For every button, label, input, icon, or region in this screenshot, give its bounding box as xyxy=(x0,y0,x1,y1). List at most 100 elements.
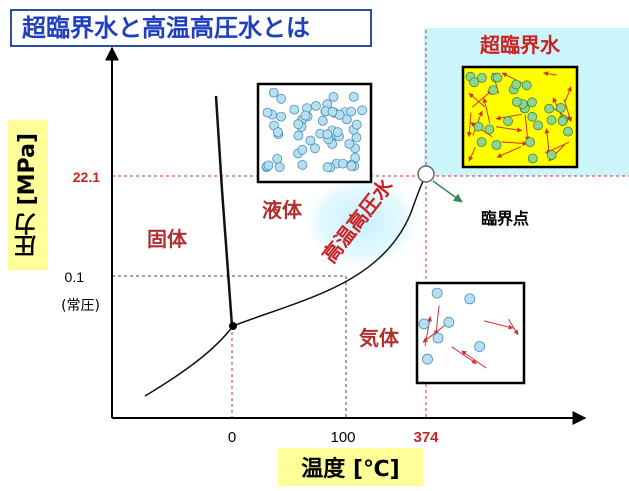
critical-point-arrow xyxy=(432,180,463,203)
liquid-molecule xyxy=(300,110,311,121)
gas-motion-arrow xyxy=(433,305,440,336)
liquid-molecule xyxy=(346,106,357,117)
supercritical-molecule xyxy=(544,103,554,114)
supercritical-motion-arrow xyxy=(466,112,472,138)
supercritical-molecule xyxy=(546,150,557,160)
supercritical-motion-arrow xyxy=(495,126,523,133)
liquid-molecule xyxy=(332,127,343,138)
gas-molecule xyxy=(464,293,476,305)
supercritical-molecule xyxy=(527,153,538,164)
vaporization-curve xyxy=(232,175,427,327)
supercritical-motion-arrow xyxy=(468,92,486,108)
supercritical-molecule xyxy=(557,116,568,127)
supercritical-molecule xyxy=(476,137,487,148)
liquid-molecule xyxy=(272,153,283,164)
liquid-molecule xyxy=(341,114,352,125)
gas-molecule xyxy=(418,318,430,330)
supercritical-molecule xyxy=(527,97,537,108)
liquid-label: 液体 xyxy=(262,198,303,222)
title-text: 超臨界水と高温高圧水とは xyxy=(22,14,310,42)
supercritical-molecule xyxy=(527,111,538,122)
liquid-molecule xyxy=(328,92,339,102)
critical-point-marker xyxy=(417,165,435,183)
gas-motion-arrow xyxy=(483,320,514,330)
gas-molecule xyxy=(432,332,444,344)
liquid-molecule xyxy=(293,119,304,130)
supercritical-motion-arrow xyxy=(543,71,557,77)
x-axis-label: 温度 [℃] xyxy=(278,448,423,486)
liquid-molecule xyxy=(297,144,308,155)
supercritical-motion-arrow xyxy=(563,98,573,123)
supercritical-motion-arrow xyxy=(524,115,530,142)
gas-molecule xyxy=(443,316,455,328)
gas-motion-arrow xyxy=(461,350,487,369)
x-tick-0: 0 xyxy=(228,429,236,446)
liquid-molecule xyxy=(317,116,328,126)
high-temp-pressure-glow xyxy=(300,174,424,270)
liquid-molecule xyxy=(310,101,321,111)
liquid-molecule xyxy=(305,135,316,146)
supercritical-molecule xyxy=(484,124,495,135)
gas-molecule xyxy=(422,353,433,365)
liquid-molecule xyxy=(263,160,274,171)
supercritical-molecule xyxy=(503,116,513,127)
supercritical-molecule xyxy=(488,85,499,95)
sublimation-curve xyxy=(144,325,234,397)
liquid-molecule xyxy=(293,130,304,141)
liquid-molecule xyxy=(322,129,333,140)
liquid-molecule xyxy=(297,159,308,170)
y-tick-22-1: 22.1 xyxy=(73,169,100,185)
supercritical-molecule xyxy=(473,121,484,132)
melting-curve xyxy=(214,95,234,327)
gas-label: 気体 xyxy=(359,326,400,350)
supercritical-label: 超臨界水 xyxy=(479,33,561,57)
liquid-molecule xyxy=(274,162,285,173)
liquid-molecule xyxy=(357,105,368,116)
solid-label: 固体 xyxy=(147,227,188,251)
liquid-molecule xyxy=(276,111,287,122)
supercritical-molecule xyxy=(476,73,487,83)
supercritical-molecule xyxy=(511,79,522,90)
liquid-molecule xyxy=(351,119,362,130)
supercritical-motion-arrow xyxy=(482,97,491,124)
supercritical-molecule xyxy=(469,77,480,88)
y-axis-label: 圧力 [MPa] xyxy=(8,120,48,270)
liquid-molecule xyxy=(337,158,348,169)
y-tick-0-1: 0.1 xyxy=(65,269,85,285)
liquid-molecule xyxy=(327,106,338,117)
supercritical-molecule-box xyxy=(461,65,579,169)
supercritical-motion-arrow xyxy=(471,89,493,108)
supercritical-molecule xyxy=(491,140,502,150)
gas-molecule-box xyxy=(415,281,526,385)
gas-motion-arrow xyxy=(508,318,519,336)
supercritical-molecule xyxy=(555,103,566,113)
x-axis-label-text: 温度 [℃] xyxy=(301,457,400,482)
triple-point xyxy=(229,322,237,330)
liquid-molecule xyxy=(272,127,283,138)
page-title: 超臨界水と高温高圧水とは xyxy=(10,9,372,47)
critical-point-label: 臨界点 xyxy=(481,209,529,228)
supercritical-molecule xyxy=(521,80,532,91)
supercritical-molecule xyxy=(492,72,503,83)
x-tick-100: 100 xyxy=(330,429,355,446)
liquid-molecule xyxy=(276,93,287,104)
supercritical-motion-arrow xyxy=(564,86,572,103)
liquid-molecule xyxy=(289,104,300,115)
x-tick-374: 374 xyxy=(413,429,439,446)
y-tick-atmospheric-note: (常圧) xyxy=(61,298,100,314)
supercritical-motion-arrow xyxy=(496,146,522,158)
liquid-molecule-box xyxy=(256,82,373,184)
supercritical-molecule xyxy=(512,97,522,107)
liquid-molecule xyxy=(344,138,355,149)
liquid-molecule xyxy=(346,161,357,171)
supercritical-molecule xyxy=(546,115,557,126)
supercritical-molecule xyxy=(533,120,543,131)
supercritical-motion-arrow xyxy=(468,147,476,162)
liquid-molecule xyxy=(262,107,273,118)
liquid-molecule xyxy=(268,87,279,98)
gas-molecule xyxy=(431,287,443,299)
supercritical-molecule xyxy=(525,137,535,148)
liquid-molecule xyxy=(322,162,333,173)
supercritical-motion-arrow xyxy=(501,140,528,146)
